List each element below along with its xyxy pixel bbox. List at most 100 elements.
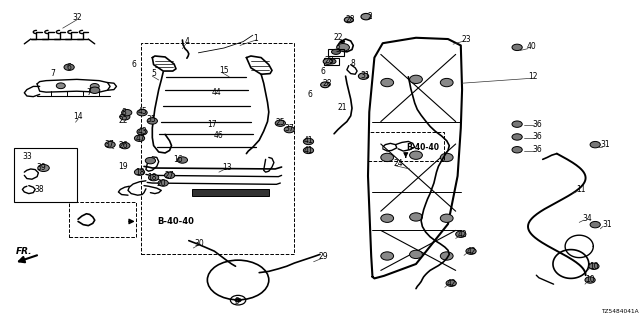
Ellipse shape — [275, 120, 285, 126]
Text: 18: 18 — [148, 173, 157, 182]
Text: 3: 3 — [335, 45, 340, 54]
Ellipse shape — [122, 109, 132, 116]
Text: 35: 35 — [147, 116, 157, 124]
Ellipse shape — [410, 250, 422, 259]
Ellipse shape — [361, 13, 371, 20]
Ellipse shape — [381, 78, 394, 87]
Text: 23: 23 — [461, 35, 471, 44]
Text: 16: 16 — [173, 156, 183, 164]
Ellipse shape — [134, 169, 145, 175]
Ellipse shape — [410, 213, 422, 221]
Bar — [192, 189, 269, 196]
Text: 31: 31 — [360, 71, 370, 80]
Text: 10: 10 — [589, 262, 599, 271]
Text: 14: 14 — [73, 112, 83, 121]
Ellipse shape — [56, 83, 65, 89]
Text: 29: 29 — [318, 252, 328, 261]
Text: 7: 7 — [50, 69, 55, 78]
Ellipse shape — [381, 252, 394, 260]
Ellipse shape — [512, 134, 522, 140]
Ellipse shape — [332, 49, 340, 54]
Ellipse shape — [590, 141, 600, 148]
Ellipse shape — [177, 157, 188, 163]
Text: 10: 10 — [585, 276, 595, 284]
Text: 1: 1 — [253, 34, 259, 43]
Text: 28: 28 — [325, 56, 334, 65]
Ellipse shape — [90, 84, 99, 89]
Text: 45: 45 — [137, 108, 147, 116]
Ellipse shape — [38, 164, 49, 172]
Text: 36: 36 — [532, 132, 543, 141]
Ellipse shape — [147, 118, 157, 124]
Text: 38: 38 — [35, 185, 45, 194]
Text: 39: 39 — [36, 164, 47, 172]
Text: 6: 6 — [321, 68, 326, 76]
Ellipse shape — [410, 151, 422, 159]
Text: B-40-40: B-40-40 — [157, 217, 194, 226]
Text: 6: 6 — [67, 63, 72, 72]
Bar — [324, 58, 339, 65]
Ellipse shape — [456, 231, 466, 237]
Text: 28: 28 — [346, 15, 355, 24]
Text: B-40-40: B-40-40 — [406, 143, 439, 152]
Text: 33: 33 — [22, 152, 32, 161]
Text: 21: 21 — [338, 103, 347, 112]
Text: 8: 8 — [122, 108, 127, 117]
Text: 34: 34 — [582, 214, 593, 223]
Bar — [141, 43, 294, 254]
Ellipse shape — [446, 280, 456, 286]
Text: 28: 28 — [323, 79, 332, 88]
Bar — [368, 132, 444, 161]
Ellipse shape — [440, 153, 453, 162]
Ellipse shape — [120, 114, 130, 120]
Ellipse shape — [585, 277, 595, 283]
Ellipse shape — [323, 59, 332, 64]
Ellipse shape — [344, 17, 353, 23]
Ellipse shape — [64, 64, 74, 70]
Text: 36: 36 — [532, 145, 543, 154]
Text: 22: 22 — [119, 116, 128, 125]
Text: 42: 42 — [446, 279, 456, 288]
Ellipse shape — [512, 44, 522, 51]
Ellipse shape — [303, 138, 314, 145]
Text: 42: 42 — [466, 247, 476, 256]
Text: 26: 26 — [118, 141, 129, 150]
Text: 13: 13 — [222, 163, 232, 172]
Text: 41: 41 — [303, 136, 314, 145]
Text: 22: 22 — [333, 33, 342, 42]
Text: 5: 5 — [151, 69, 156, 78]
Ellipse shape — [466, 248, 476, 254]
Text: 27: 27 — [164, 172, 175, 180]
Ellipse shape — [321, 82, 330, 88]
Ellipse shape — [410, 75, 422, 84]
Text: 4: 4 — [184, 37, 189, 46]
Text: 32: 32 — [72, 13, 82, 22]
Ellipse shape — [512, 147, 522, 153]
Ellipse shape — [137, 129, 147, 135]
Text: TZ5484041A: TZ5484041A — [601, 309, 639, 314]
Ellipse shape — [90, 87, 100, 93]
Ellipse shape — [148, 174, 159, 181]
Text: 37: 37 — [284, 124, 294, 133]
Text: 31: 31 — [600, 140, 610, 149]
Ellipse shape — [327, 59, 336, 64]
Text: 2: 2 — [367, 12, 372, 21]
Ellipse shape — [440, 214, 453, 222]
Ellipse shape — [158, 180, 168, 186]
Ellipse shape — [337, 44, 349, 51]
Text: 31: 31 — [602, 220, 612, 229]
Text: 43: 43 — [137, 127, 147, 136]
Text: 19: 19 — [118, 162, 128, 171]
Bar — [14, 148, 77, 202]
Text: 18: 18 — [135, 168, 144, 177]
Text: 9: 9 — [234, 297, 239, 306]
Ellipse shape — [512, 121, 522, 127]
Text: 42: 42 — [457, 230, 467, 239]
Text: 15: 15 — [219, 66, 229, 75]
Text: 37: 37 — [104, 140, 114, 149]
Ellipse shape — [358, 73, 369, 79]
Text: 6: 6 — [132, 60, 137, 69]
Ellipse shape — [440, 78, 453, 87]
Text: 7: 7 — [86, 88, 91, 97]
Text: 6: 6 — [308, 90, 313, 99]
